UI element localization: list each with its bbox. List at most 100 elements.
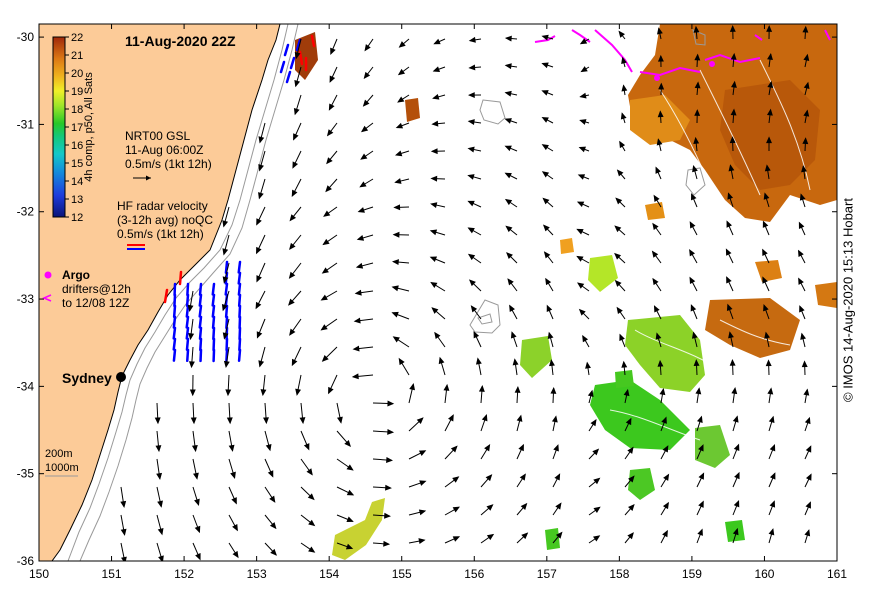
current-vector-head: [231, 497, 237, 505]
current-vector-head: [260, 389, 267, 397]
current-vector-head: [733, 443, 740, 452]
current-vector-head: [803, 53, 810, 61]
current-vector-head: [222, 248, 229, 256]
sst-patch-small-green: [545, 528, 560, 550]
radar-vector: [198, 304, 203, 318]
current-vector-head: [430, 202, 438, 209]
x-tick-label: 150: [29, 567, 49, 581]
current-vector-head: [418, 509, 427, 516]
current-vector-head: [628, 475, 635, 483]
current-vector-head: [726, 303, 733, 312]
current-vector-head: [473, 331, 480, 339]
current-vector-head: [230, 471, 236, 479]
current-vector-head: [726, 276, 732, 284]
current-vector-head: [805, 501, 811, 509]
colorbar-tick-label: 21: [71, 50, 83, 62]
sst-patch-green-b: [695, 425, 730, 468]
current-vector-head: [188, 333, 195, 341]
current-vector-head: [303, 443, 310, 451]
current-vector-head: [326, 157, 333, 165]
current-vector-head: [621, 56, 627, 65]
radar-label-1: HF radar velocity: [117, 199, 208, 213]
current-vector-head: [803, 81, 810, 89]
current-vector-head: [803, 388, 810, 396]
current-vector-head: [155, 445, 162, 453]
current-vector-head: [222, 220, 229, 228]
current-vector-head: [768, 528, 775, 536]
current-vector-head: [804, 416, 811, 425]
current-vector-head: [620, 112, 627, 120]
sst-patch-orange-west: [630, 95, 690, 145]
sst-patch-green-e: [628, 468, 655, 500]
isobath-label-1000: 1000m: [45, 462, 79, 474]
current-vector-head: [189, 389, 196, 397]
current-vector-head: [514, 386, 521, 393]
current-vector-head: [689, 249, 696, 257]
current-vector-head: [391, 259, 399, 266]
current-vector-head: [614, 252, 622, 260]
current-vector-head: [504, 198, 513, 206]
current-vector-head: [267, 470, 274, 478]
current-vector-head: [258, 136, 265, 144]
current-vector-head: [355, 262, 364, 269]
current-vector-head: [232, 550, 239, 559]
current-vector-head: [728, 331, 734, 339]
current-vector-head: [656, 138, 663, 146]
current-vector-head: [223, 360, 230, 369]
current-vector-head: [486, 533, 495, 541]
current-vector-head: [438, 356, 445, 365]
current-vector-head: [764, 331, 771, 339]
plot-frame: [38, 23, 838, 562]
radar-vector: [289, 56, 296, 70]
sydney-label: Sydney: [62, 370, 112, 386]
current-vector-head: [293, 107, 300, 116]
colorbar-label: 4h comp, p50, All Sats: [83, 72, 95, 182]
radar-vector: [237, 282, 242, 296]
current-vector-head: [351, 373, 359, 380]
current-vector-head: [255, 301, 262, 310]
current-vector-head: [432, 66, 441, 72]
current-vector-head: [541, 34, 549, 41]
radar-vector: [224, 304, 229, 318]
geostrophic-legend: NRT00 GSL 11-Aug 06:00Z 0.5m/s (1kt 12h): [125, 129, 212, 181]
current-vector-head: [578, 146, 586, 153]
current-vector-head: [692, 164, 698, 173]
current-vector-head: [346, 464, 354, 471]
current-vector-head: [193, 472, 199, 480]
current-vector-head: [409, 383, 415, 391]
current-vector-head: [542, 224, 550, 232]
current-vector-head: [553, 444, 559, 452]
sst-patch-green-f: [615, 370, 634, 388]
colorbar-tick-label: 12: [71, 212, 83, 224]
sst-contours: [609, 59, 811, 441]
x-tick-label: 151: [102, 567, 122, 581]
current-vector-head: [429, 256, 438, 263]
current-vector-head: [504, 172, 512, 179]
current-vector-head: [299, 417, 306, 425]
isobath-legend: 200m 1000m: [45, 448, 79, 477]
current-vector-head: [291, 358, 298, 367]
current-vector-head: [614, 225, 622, 233]
current-vector-head: [730, 108, 737, 116]
current-vector-head: [291, 189, 298, 198]
current-vector-head: [429, 229, 438, 236]
y-tick-label: -33: [17, 292, 35, 306]
current-vector-head: [256, 275, 262, 283]
isobath-label-200: 200m: [45, 448, 73, 460]
current-vector-head: [387, 400, 395, 407]
current-vector-head: [330, 47, 336, 55]
current-vector-head: [729, 136, 736, 144]
current-vector-head: [801, 360, 808, 368]
x-tick-label: 155: [392, 567, 412, 581]
current-vector-head: [520, 502, 528, 510]
x-axis: 150 151 152 153 154 155 156 157 158 159 160 161: [29, 24, 847, 581]
current-vector-head: [507, 278, 514, 286]
current-vector-head: [467, 119, 475, 126]
x-tick-label: 160: [754, 567, 774, 581]
y-tick-label: -32: [17, 205, 35, 219]
map-title: 11-Aug-2020 22Z: [125, 33, 236, 49]
current-vector-head: [308, 546, 316, 553]
current-vector-head: [357, 207, 365, 213]
radar-vector: [237, 293, 242, 307]
radar-vector: [237, 348, 242, 362]
